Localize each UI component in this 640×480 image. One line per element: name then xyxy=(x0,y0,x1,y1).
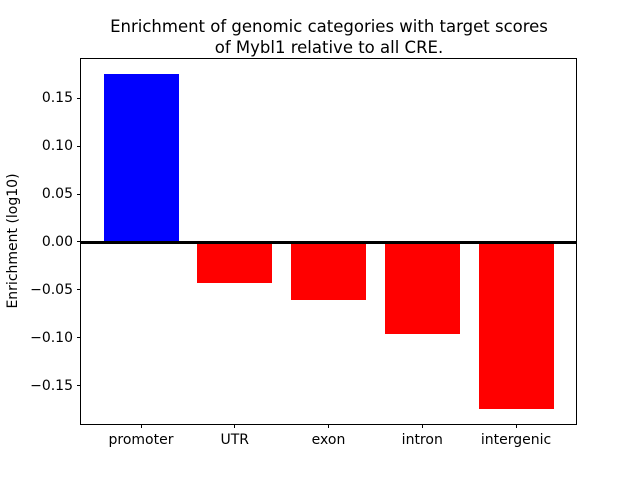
y-tick-label: 0.15 xyxy=(41,90,73,107)
x-tick-mark xyxy=(515,424,517,428)
x-tick-mark xyxy=(421,424,423,428)
y-tick-label: 0.00 xyxy=(41,233,73,250)
chart-title: Enrichment of genomic categories with ta… xyxy=(80,17,578,59)
chart-title-line-1: Enrichment of genomic categories with ta… xyxy=(110,17,548,36)
chart-title-line-2: of Mybl1 relative to all CRE. xyxy=(214,37,444,57)
bar-intron xyxy=(384,241,460,334)
x-tick-label-intergenic: intergenic xyxy=(480,432,552,448)
y-tick-label: −0.15 xyxy=(30,377,73,394)
y-tick-mark xyxy=(77,193,81,195)
zero-line xyxy=(81,240,576,244)
y-tick-mark xyxy=(77,289,81,291)
y-tick-label: 0.05 xyxy=(41,186,73,203)
y-tick-label: −0.05 xyxy=(30,281,73,298)
y-tick-label: 0.10 xyxy=(41,138,73,155)
x-tick-mark xyxy=(140,424,142,428)
x-tick-mark xyxy=(234,424,236,428)
x-tick-label-UTR: UTR xyxy=(220,432,250,448)
plot-area: 0.15 0.10 0.05 0.00 −0.05 −0.10 −0.15 promoter U… xyxy=(30,58,577,448)
y-tick-mark xyxy=(77,97,81,99)
bar-promoter xyxy=(103,74,179,242)
y-tick-label: −0.10 xyxy=(30,329,73,346)
bar-UTR xyxy=(197,241,273,284)
x-tick-label-intron: intron xyxy=(401,432,443,448)
bar-intergenic xyxy=(478,241,554,409)
x-tick-label-exon: exon xyxy=(311,432,346,448)
y-tick-mark xyxy=(77,241,81,243)
y-tick-mark xyxy=(77,145,81,147)
y-tick-mark xyxy=(77,385,81,387)
y-tick-mark xyxy=(77,337,81,339)
x-tick-mark xyxy=(328,424,329,428)
x-tick-label-promoter: promoter xyxy=(108,432,174,448)
bar-exon xyxy=(291,241,366,301)
y-axis-label: Enrichment (log10) xyxy=(5,173,21,309)
